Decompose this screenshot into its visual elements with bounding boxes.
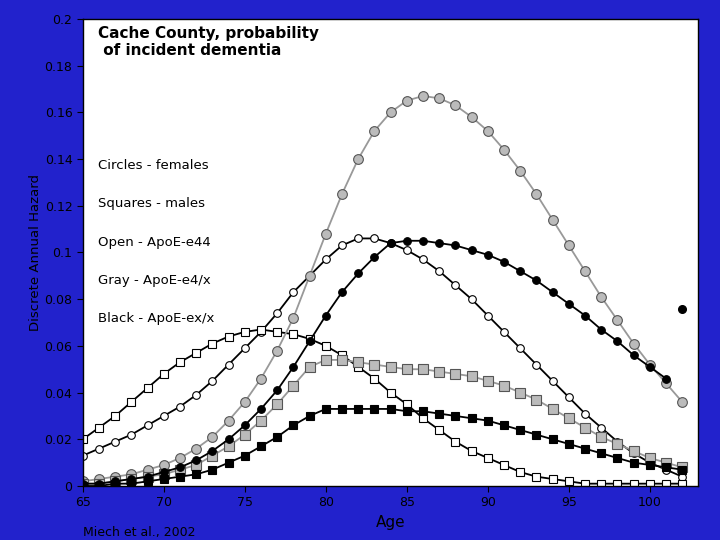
Text: Circles - females: Circles - females — [98, 159, 209, 172]
Text: Open - ApoE-e44: Open - ApoE-e44 — [98, 235, 211, 248]
Text: Black - ApoE-ex/x: Black - ApoE-ex/x — [98, 312, 215, 325]
Y-axis label: Discrete Annual Hazard: Discrete Annual Hazard — [29, 174, 42, 331]
Text: Gray - ApoE-e4/x: Gray - ApoE-e4/x — [98, 274, 211, 287]
Text: Squares - males: Squares - males — [98, 197, 205, 211]
Text: Cache County, probability
 of incident dementia: Cache County, probability of incident de… — [98, 26, 319, 58]
Text: Miech et al., 2002: Miech et al., 2002 — [83, 526, 195, 539]
X-axis label: Age: Age — [376, 515, 405, 530]
